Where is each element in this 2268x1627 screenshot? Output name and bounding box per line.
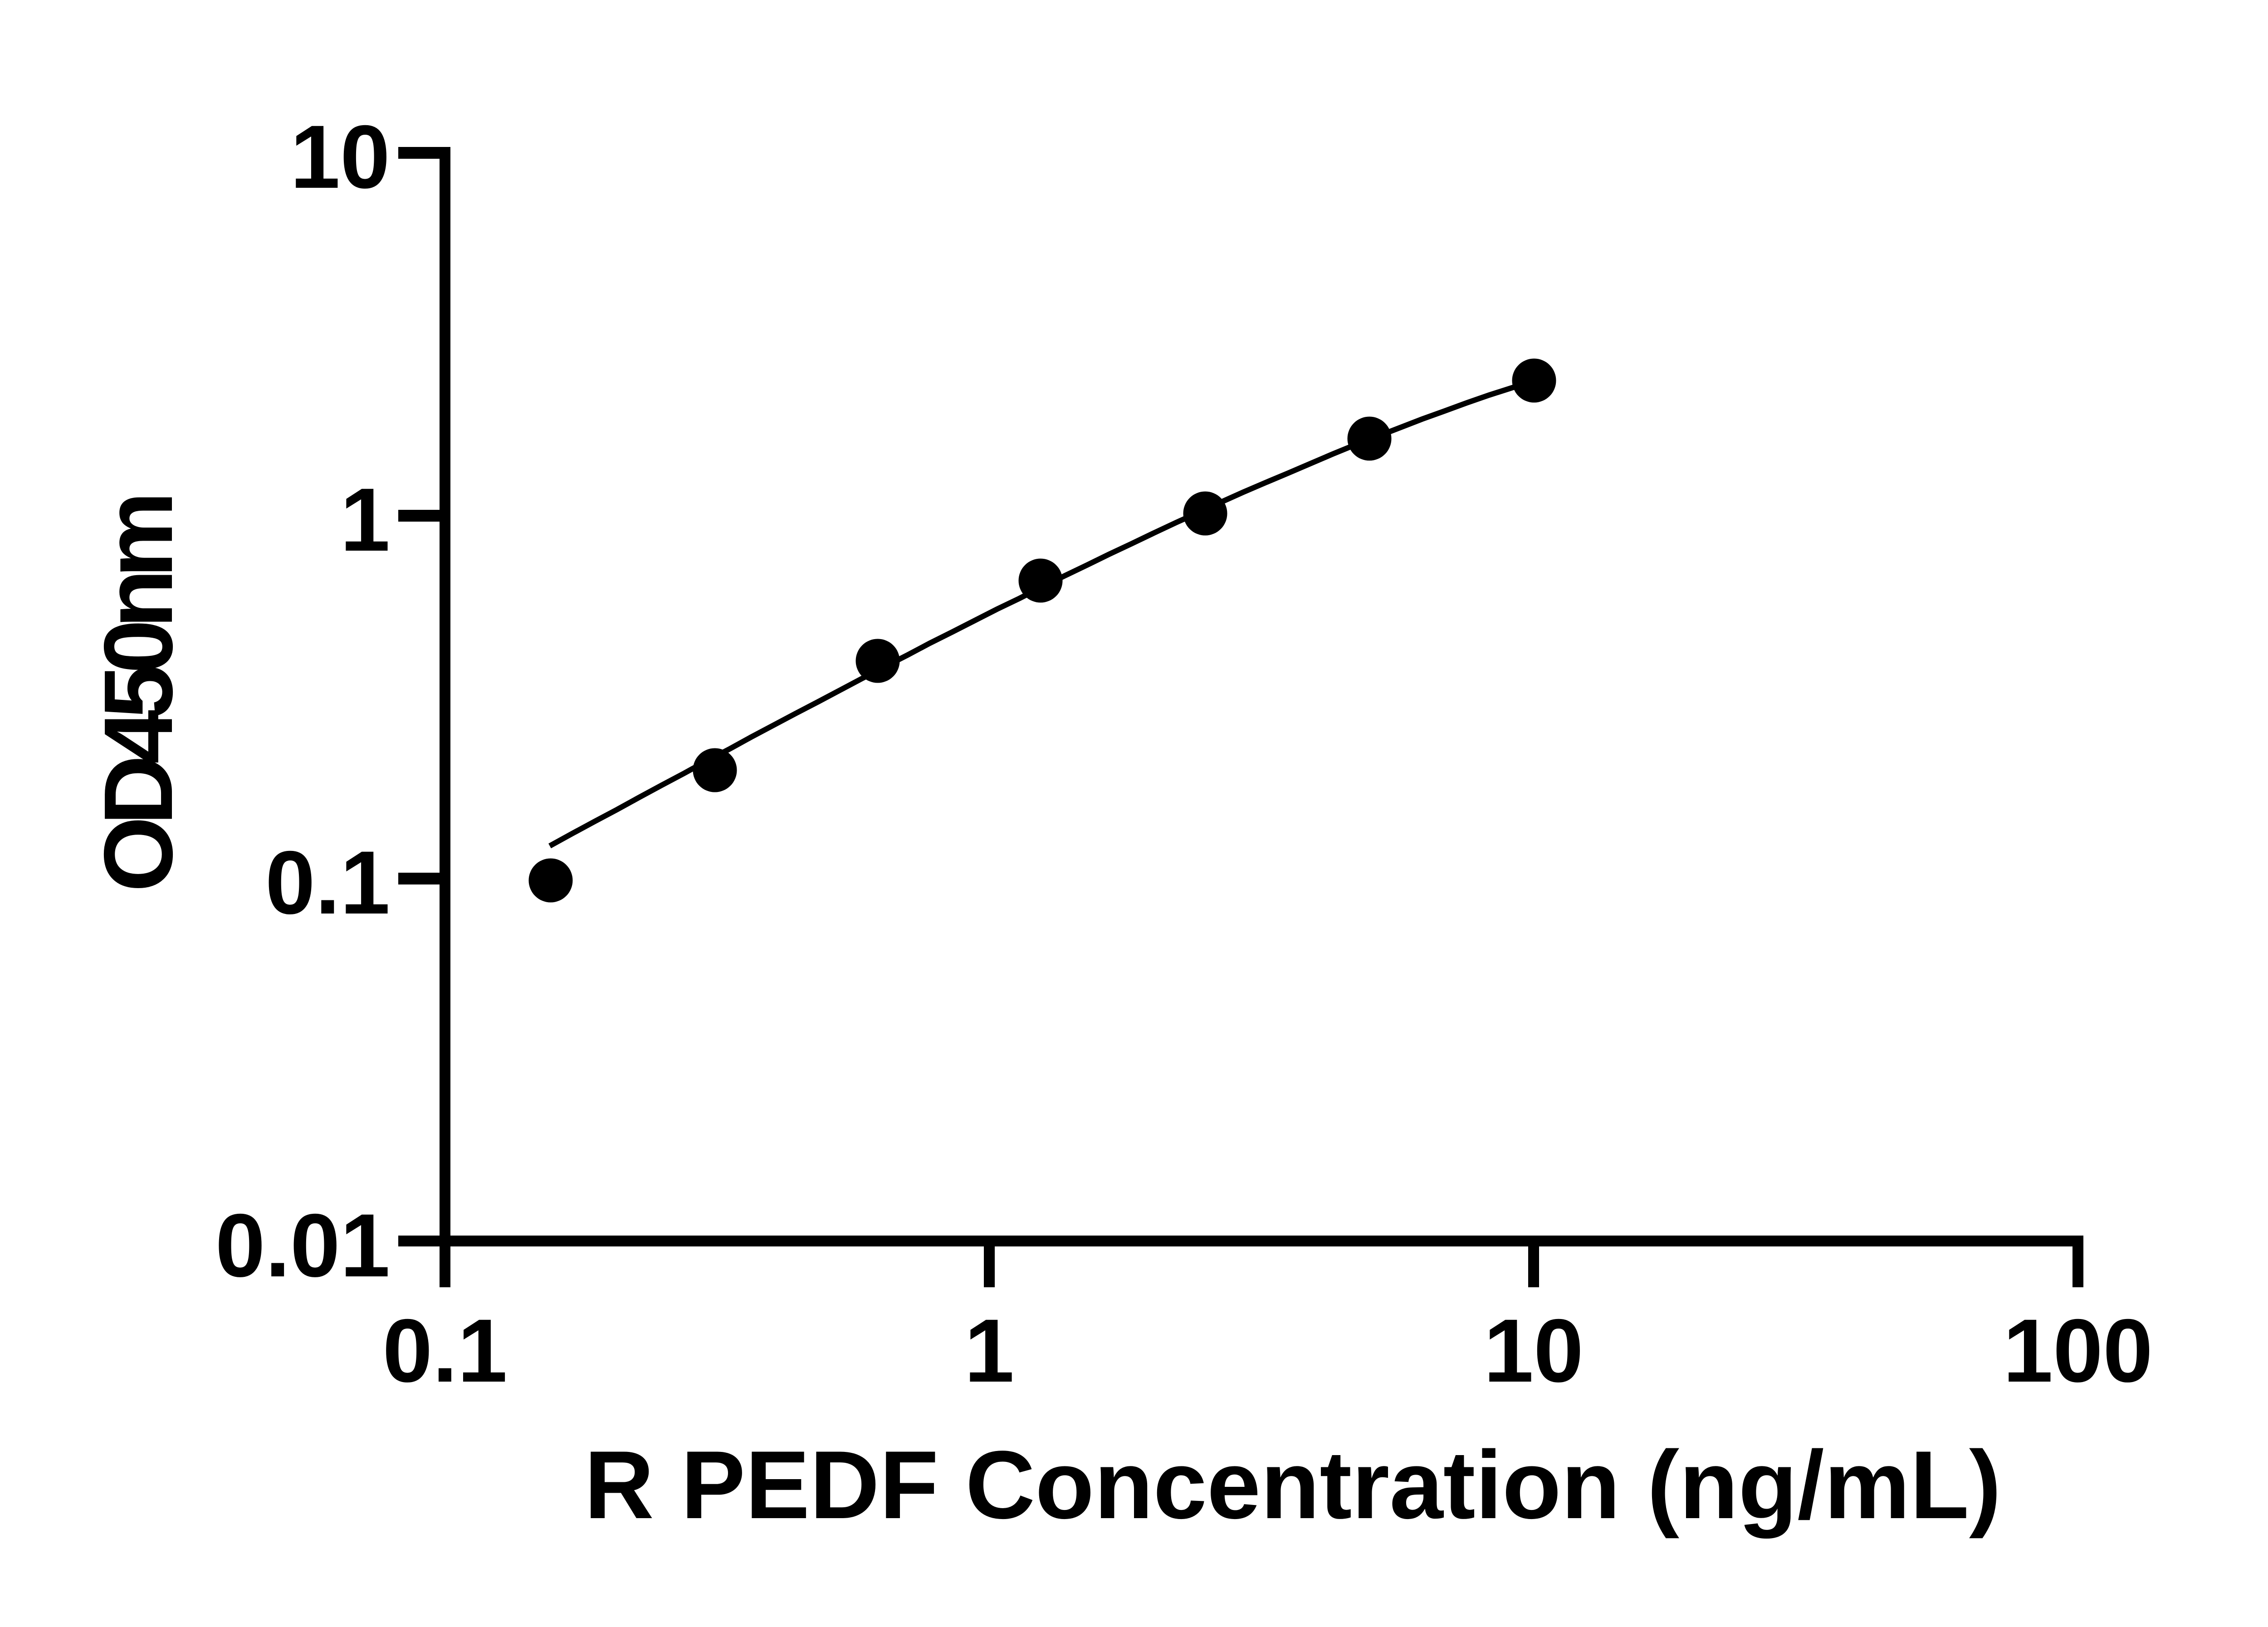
svg-text:1: 1 — [964, 1300, 1014, 1401]
svg-text:10: 10 — [290, 107, 390, 207]
svg-text:0.1: 0.1 — [265, 832, 390, 933]
svg-text:10: 10 — [1484, 1300, 1584, 1401]
svg-text:R PEDF Concentration (ng/mL): R PEDF Concentration (ng/mL) — [584, 1431, 2001, 1539]
svg-text:0.1: 0.1 — [382, 1300, 507, 1401]
svg-text:1: 1 — [340, 469, 390, 570]
svg-text:0.01: 0.01 — [215, 1195, 390, 1295]
svg-text:100: 100 — [2003, 1300, 2153, 1401]
svg-text:OD450nm: OD450nm — [83, 497, 193, 892]
